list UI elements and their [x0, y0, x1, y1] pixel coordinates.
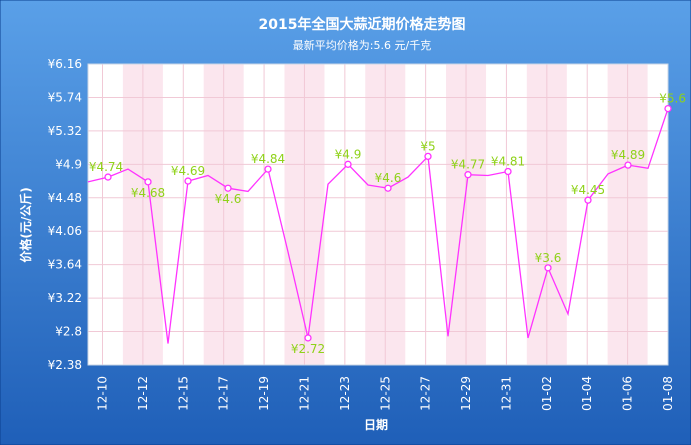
data-label: ¥4.45	[571, 183, 605, 197]
data-label: ¥4.69	[171, 164, 205, 178]
chart-title: 2015年全国大蒜近期价格走势图	[259, 16, 466, 33]
chart-subtitle: 最新平均价格为:5.6 元/千克	[293, 38, 431, 52]
data-label: ¥4.89	[611, 148, 645, 162]
data-point	[104, 173, 112, 181]
data-point	[224, 184, 232, 192]
x-tick-label: 12-25	[378, 376, 392, 411]
data-point	[264, 165, 272, 173]
data-point	[624, 161, 632, 169]
data-label: ¥4.9	[335, 147, 362, 161]
x-tick-label: 01-08	[661, 376, 675, 411]
data-label: ¥4.84	[251, 152, 285, 166]
x-tick-label: 12-17	[217, 376, 231, 411]
x-tick-label: 12-29	[459, 376, 473, 411]
data-label: ¥4.6	[215, 192, 242, 206]
x-tick-label: 01-02	[540, 376, 554, 411]
data-point	[184, 177, 192, 185]
x-axis-ticks: 12-10 12-12 12-15 12-17 12-19 12-21 12-23 12-25…	[96, 376, 676, 411]
price-series: ¥4.74 ¥4.68 ¥4.69 ¥4.6 ¥4.84 ¥2.72 ¥4.9 ¥4.6 ¥5 ¥…	[87, 92, 686, 356]
x-tick-label: 12-12	[136, 376, 150, 411]
data-label: ¥5	[420, 139, 435, 153]
y-axis-ticks: ¥6.16 ¥5.74 ¥5.32 ¥4.9 ¥4.48 ¥4.06 ¥3.64 ¥3.22 ¥…	[48, 57, 82, 372]
x-tick-label: 01-06	[621, 376, 635, 411]
x-tick-label: 12-10	[96, 376, 110, 411]
data-label: ¥4.77	[451, 158, 485, 172]
y-tick-label: ¥4.9	[55, 157, 82, 171]
plot-frame	[87, 63, 669, 366]
y-tick-label: ¥6.16	[48, 57, 82, 71]
data-point	[584, 196, 592, 204]
x-tick-label: 12-27	[419, 376, 433, 411]
series-line	[87, 108, 669, 344]
x-tick-label: 01-04	[580, 376, 594, 411]
y-tick-label: ¥3.64	[48, 258, 82, 272]
data-point	[304, 334, 312, 342]
data-label: ¥3.6	[535, 251, 562, 265]
data-point	[424, 152, 432, 161]
data-point	[504, 167, 512, 176]
data-point	[544, 264, 552, 272]
data-point	[344, 160, 352, 168]
x-tick-label: 12-31	[499, 376, 513, 411]
data-label: ¥4.81	[491, 155, 525, 169]
y-tick-label: ¥2.38	[48, 358, 82, 372]
data-label: ¥4.74	[89, 160, 123, 174]
x-axis-title: 日期	[364, 417, 388, 432]
grid-lines	[87, 63, 669, 366]
y-tick-label: ¥5.74	[48, 90, 82, 104]
data-point	[384, 184, 392, 192]
data-label: ¥2.72	[291, 342, 325, 356]
x-tick-label: 12-23	[338, 376, 352, 411]
data-point	[664, 104, 672, 113]
y-axis-title: 价格(元/公斤)	[18, 187, 33, 262]
y-tick-label: ¥5.32	[48, 124, 82, 138]
data-label: ¥4.6	[375, 171, 402, 185]
x-tick-label: 12-21	[297, 376, 311, 411]
y-tick-label: ¥2.8	[55, 325, 82, 339]
data-label: ¥4.68	[131, 186, 165, 200]
y-tick-label: ¥3.22	[48, 291, 82, 305]
y-tick-label: ¥4.48	[48, 191, 82, 205]
y-tick-label: ¥4.06	[48, 224, 82, 238]
data-point	[464, 171, 472, 179]
plot-area	[88, 64, 668, 365]
x-tick-label: 12-15	[176, 376, 190, 411]
data-point	[144, 178, 152, 186]
data-label: ¥5.6	[659, 92, 686, 106]
x-tick-label: 12-19	[257, 376, 271, 411]
